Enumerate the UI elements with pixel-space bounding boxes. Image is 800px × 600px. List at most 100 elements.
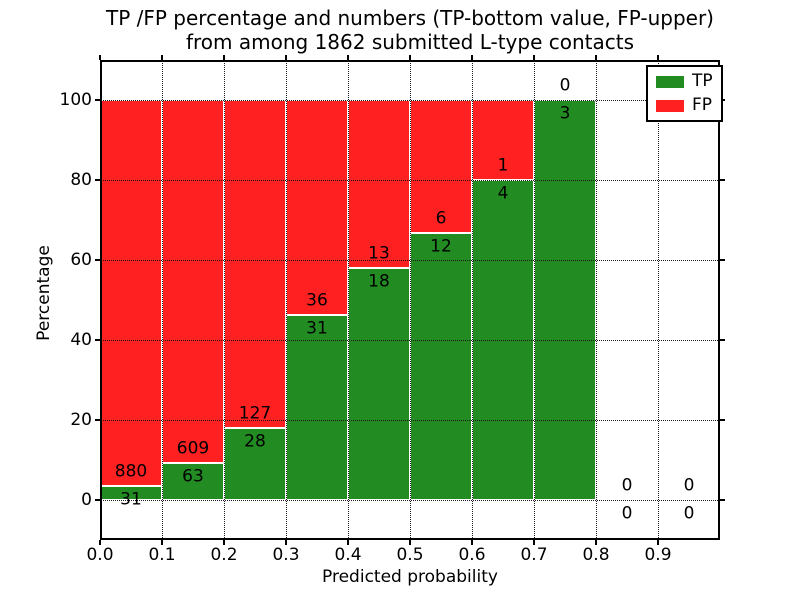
x-tick-mark-top [409, 55, 411, 60]
x-tick-mark [657, 540, 659, 545]
x-tick-label: 0.9 [644, 545, 672, 565]
tp-count-label: 0 [683, 503, 695, 524]
bar-segment-fp [100, 100, 162, 487]
x-tick-mark-top [285, 55, 287, 60]
legend: TP FP [646, 65, 723, 122]
y-tick-mark [95, 179, 100, 181]
bar-segment-tp [534, 100, 596, 500]
x-tick-mark [533, 540, 535, 545]
fp-count-label: 1 [497, 155, 509, 176]
x-tick-mark-top [533, 55, 535, 60]
x-tick-mark-top [471, 55, 473, 60]
bar-segment-fp [348, 100, 410, 268]
fp-count-label: 127 [238, 403, 272, 424]
bar-segment-fp [162, 100, 224, 463]
x-tick-mark [347, 540, 349, 545]
x-tick-mark-top [223, 55, 225, 60]
x-tick-label: 0.7 [520, 545, 548, 565]
x-tick-mark [161, 540, 163, 545]
x-tick-mark [99, 540, 101, 545]
bar-segment-fp [472, 100, 534, 180]
legend-entry-label: TP [692, 71, 713, 91]
x-gridline [348, 60, 349, 540]
x-tick-mark-top [657, 55, 659, 60]
y-tick-mark [95, 259, 100, 261]
tp-count-label: 18 [368, 271, 390, 292]
tp-count-label: 28 [244, 431, 266, 452]
fp-count-label: 0 [683, 475, 695, 496]
y-tick-label: 20 [70, 410, 92, 430]
y-tick-mark-right [720, 179, 725, 181]
plot-area: 880 31 609 63 127 28 36 31 13 18 6 12 1 4 0 3 0 0 0 0 [100, 60, 720, 540]
y-tick-label: 100 [59, 90, 92, 110]
x-tick-label: 0.8 [582, 545, 610, 565]
bar-segment-tp [348, 267, 410, 500]
legend-entry-tp: TP [656, 73, 713, 90]
x-gridline [472, 60, 473, 540]
x-tick-label: 0.1 [148, 545, 176, 565]
y-tick-mark [95, 99, 100, 101]
x-gridline [410, 60, 411, 540]
x-tick-mark-top [347, 55, 349, 60]
x-tick-mark-top [595, 55, 597, 60]
x-gridline [534, 60, 535, 540]
x-tick-mark [595, 540, 597, 545]
bar-segment-tp [162, 462, 224, 500]
x-tick-label: 0.3 [272, 545, 300, 565]
bar-segment-tp [410, 233, 472, 500]
y-tick-label: 60 [70, 250, 92, 270]
x-gridline [286, 60, 287, 540]
tp-count-label: 0 [621, 503, 633, 524]
x-tick-mark [223, 540, 225, 545]
fp-count-label: 13 [368, 243, 390, 264]
chart-title: TP /FP percentage and numbers (TP-bottom… [100, 6, 720, 54]
x-tick-label: 0.5 [396, 545, 424, 565]
bar-segment-fp [410, 100, 472, 234]
x-gridline [596, 60, 597, 540]
tp-count-label: 31 [120, 489, 142, 510]
x-tick-mark-top [161, 55, 163, 60]
bar-segment-fp [286, 100, 348, 315]
y-tick-label: 40 [70, 330, 92, 350]
tp-count-label: 31 [306, 318, 328, 339]
x-tick-label: 0.2 [210, 545, 238, 565]
fp-count-label: 880 [114, 461, 148, 482]
fp-count-label: 609 [176, 438, 210, 458]
y-tick-mark [95, 499, 100, 501]
legend-entry-fp: FP [656, 97, 713, 114]
x-gridline [224, 60, 225, 540]
x-axis-label: Predicted probability [322, 567, 498, 587]
y-tick-label: 0 [81, 490, 92, 510]
fp-color-swatch [656, 99, 684, 112]
bar-segment-tp [286, 314, 348, 500]
x-tick-label: 0.4 [334, 545, 362, 565]
y-tick-mark-right [720, 499, 725, 501]
legend-entry-label: FP [692, 95, 713, 115]
fp-count-label: 0 [559, 75, 571, 96]
tp-color-swatch [656, 75, 684, 88]
chart-title-line-1: TP /FP percentage and numbers (TP-bottom… [106, 6, 714, 30]
y-tick-mark [95, 419, 100, 421]
x-tick-mark [471, 540, 473, 545]
x-tick-mark [285, 540, 287, 545]
x-tick-mark-top [99, 55, 101, 60]
bar-segment-fp [224, 100, 286, 428]
y-tick-label: 80 [70, 170, 92, 190]
x-tick-label: 0.6 [458, 545, 486, 565]
y-tick-mark-right [720, 339, 725, 341]
tp-count-label: 12 [430, 236, 452, 257]
chart-title-line-2: from among 1862 submitted L-type contact… [185, 30, 635, 54]
x-gridline [658, 60, 659, 540]
y-tick-mark-right [720, 259, 725, 261]
fp-count-label: 0 [621, 475, 633, 496]
fp-count-label: 6 [435, 208, 447, 229]
x-tick-label: 0.0 [86, 545, 114, 565]
y-tick-mark-right [720, 419, 725, 421]
tp-count-label: 63 [182, 466, 204, 486]
fp-count-label: 36 [306, 290, 328, 311]
x-gridline [162, 60, 163, 540]
y-tick-mark [95, 339, 100, 341]
tp-count-label: 3 [559, 103, 571, 124]
tp-count-label: 4 [497, 183, 509, 204]
